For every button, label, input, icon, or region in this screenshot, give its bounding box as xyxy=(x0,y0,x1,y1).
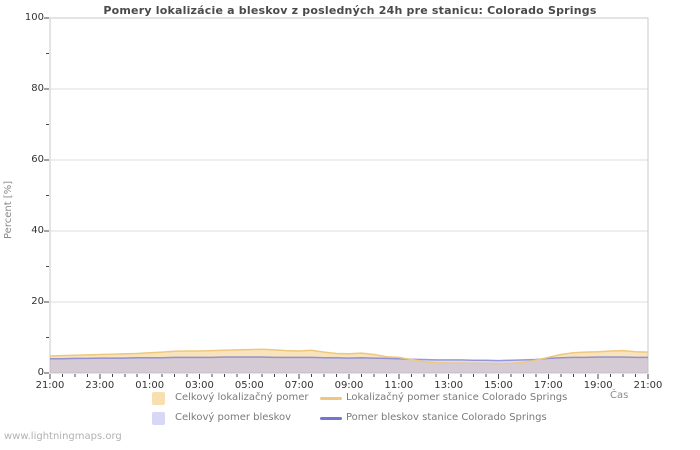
legend-swatch-station-localization xyxy=(320,397,342,400)
chart-title: Pomery lokalizácie a bleskov z poslednýc… xyxy=(103,4,597,17)
legend-swatch-total-lightning xyxy=(152,412,165,425)
legend-label: Celkový pomer bleskov xyxy=(175,412,292,423)
legend-label: Lokalizačný pomer stanice Colorado Sprin… xyxy=(346,392,568,403)
legend-swatch-total-localization xyxy=(152,392,165,405)
y-axis-title: Percent [%] xyxy=(3,180,14,240)
legend-swatch-station-lightning xyxy=(320,417,342,420)
legend-label: Pomer bleskov stanice Colorado Springs xyxy=(346,412,547,423)
watermark-url: www.lightningmaps.org xyxy=(4,431,122,442)
x-axis-title: Čas xyxy=(610,390,629,401)
legend-label: Celkový lokalizačný pomer xyxy=(175,392,309,403)
